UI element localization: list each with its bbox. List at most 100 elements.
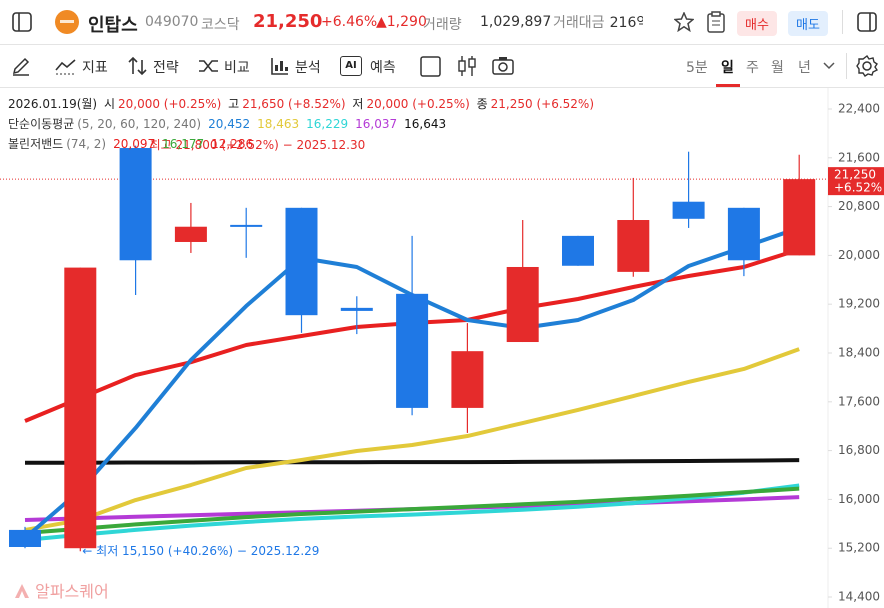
last-change-label: +6.52% bbox=[834, 181, 882, 195]
plot-area bbox=[0, 145, 828, 552]
low-label: 저 bbox=[352, 97, 364, 111]
divider bbox=[846, 53, 847, 79]
watermark: 알파스퀘어 bbox=[14, 578, 109, 602]
high-label: 고 bbox=[228, 97, 240, 111]
y-tick-label: 15,200 bbox=[838, 541, 880, 555]
watermark-text: 알파스퀘어 bbox=[35, 582, 109, 601]
candle-body bbox=[451, 351, 484, 408]
candle-body bbox=[506, 266, 539, 343]
candle-body bbox=[617, 220, 650, 272]
price-chart: 22,400 21,600 20,800 20,000 19,200 18,400 17,6… bbox=[0, 88, 884, 608]
candle-body bbox=[285, 207, 318, 316]
tool-button[interactable]: 비교 bbox=[224, 60, 250, 76]
change-pct: +6.46% bbox=[321, 14, 378, 30]
settings-button[interactable] bbox=[856, 55, 878, 77]
ohlc-row: 2026.01.19(월) 시 20,000 (+0.25%) 고 21,650 (… bbox=[8, 94, 597, 114]
y-tick-label: 16,000 bbox=[838, 492, 880, 506]
y-tick-label: 17,600 bbox=[838, 394, 880, 408]
tool-button[interactable]: 분석 bbox=[295, 60, 321, 76]
candle-body bbox=[9, 529, 41, 547]
y-tick-label: 20,800 bbox=[838, 199, 880, 213]
tool-button[interactable]: 전략 bbox=[153, 60, 179, 76]
period-button[interactable]: 년 bbox=[798, 60, 811, 76]
analysis-icon bbox=[271, 58, 288, 75]
candle-body bbox=[396, 293, 429, 408]
low-value: 20,000 (+0.25%) bbox=[366, 97, 470, 111]
y-tick-label: 22,400 bbox=[838, 101, 880, 115]
chart-info: 2026.01.19(월) 시 20,000 (+0.25%) 고 21,650 (… bbox=[8, 94, 597, 154]
candle-body bbox=[672, 201, 705, 219]
candle-body bbox=[727, 207, 760, 261]
max-annotation: 최고 21,800 (+2.52%) − 2025.12.30 bbox=[150, 138, 366, 152]
indicator-icon bbox=[55, 59, 76, 75]
ai-badge: AI bbox=[340, 56, 362, 76]
watermark-logo bbox=[15, 584, 29, 598]
market: 코스닥 bbox=[201, 17, 240, 33]
strategy-icon bbox=[128, 56, 147, 76]
period-underline bbox=[716, 84, 740, 87]
candle-body bbox=[340, 307, 373, 311]
tool-button[interactable]: 지표 bbox=[82, 60, 108, 76]
amount: 216억 bbox=[609, 15, 643, 31]
forecast-button[interactable]: 예측 bbox=[370, 60, 396, 76]
candle-body bbox=[64, 267, 97, 549]
date: 2026.01.19(월) bbox=[8, 97, 98, 111]
candle-body bbox=[562, 235, 594, 266]
y-tick-label: 18,400 bbox=[838, 346, 880, 360]
indicator-line bbox=[24, 347, 800, 532]
sell-button[interactable]: 매도 bbox=[788, 11, 828, 36]
panel-toggle[interactable] bbox=[857, 12, 877, 32]
fade bbox=[645, 0, 675, 44]
period-button[interactable]: 5분 bbox=[686, 60, 708, 76]
layout-button[interactable] bbox=[420, 56, 442, 78]
y-tick-label: 14,400 bbox=[838, 590, 880, 604]
period-button[interactable]: 월 bbox=[771, 60, 784, 76]
indicator-value: 16,643 bbox=[404, 117, 447, 131]
close-value: 21,250 (+6.52%) bbox=[490, 97, 594, 111]
chart-type-button[interactable] bbox=[456, 55, 478, 77]
volume: 1,029,897 bbox=[480, 14, 552, 30]
y-tick-label: 16,800 bbox=[838, 443, 880, 457]
candle-body bbox=[783, 179, 816, 256]
header: 인탑스 049070 코스닥 21,250 +6.46% ▲1,290 거래량 … bbox=[0, 0, 884, 45]
close-label: 종 bbox=[476, 97, 488, 111]
indicator-value: 18,463 bbox=[257, 117, 300, 131]
period-button[interactable]: 주 bbox=[746, 60, 759, 76]
period-button[interactable]: 일 bbox=[721, 60, 734, 76]
volume-label: 거래량 bbox=[423, 17, 462, 33]
min-annotation: ← 최저 15,150 (+40.26%) − 2025.12.29 bbox=[82, 544, 319, 558]
indicator-row: 단순이동평균 (5, 20, 60, 120, 240) 20,452 18,463 1… bbox=[8, 114, 597, 134]
memo-button[interactable] bbox=[706, 11, 726, 33]
divider bbox=[842, 10, 843, 34]
sidebar-toggle[interactable] bbox=[12, 12, 32, 32]
candle-body bbox=[174, 226, 207, 242]
y-tick-label: 21,600 bbox=[838, 150, 880, 164]
price: 21,250 bbox=[253, 11, 323, 32]
last-price-box bbox=[828, 167, 884, 196]
screenshot-button[interactable] bbox=[492, 56, 514, 76]
indicator-line bbox=[24, 483, 800, 543]
y-tick-label: 20,000 bbox=[838, 248, 880, 262]
high-value: 21,650 (+8.52%) bbox=[242, 97, 346, 111]
toolbar: 지표 전략 비교 분석 AI 예측 5분 일 주 월 년 bbox=[0, 45, 884, 88]
indicator-row: 볼린저밴드 (74, 2) 20,097 16,177 12,286 bbox=[8, 134, 597, 154]
favorite-button[interactable] bbox=[674, 12, 694, 32]
indicator-line bbox=[25, 458, 800, 465]
change: ▲1,290 bbox=[376, 14, 427, 30]
indicator-value: 16,037 bbox=[355, 117, 398, 131]
amount-box: 거래대금 216억 bbox=[553, 12, 643, 34]
more-periods[interactable] bbox=[823, 61, 835, 71]
candle-body bbox=[119, 148, 152, 261]
amount-label: 거래대금 bbox=[553, 15, 605, 31]
indicator-value: 20,452 bbox=[208, 117, 251, 131]
draw-tool[interactable] bbox=[11, 56, 31, 76]
indicator-value: 20,097 bbox=[113, 137, 156, 151]
indicator-value: 12,286 bbox=[211, 137, 254, 151]
indicator-value: 16,177 bbox=[162, 137, 205, 151]
buy-button[interactable]: 매수 bbox=[737, 11, 777, 36]
indicator-params: (74, 2) bbox=[66, 137, 107, 151]
indicator-value: 16,229 bbox=[306, 117, 349, 131]
candle-body bbox=[230, 224, 263, 227]
